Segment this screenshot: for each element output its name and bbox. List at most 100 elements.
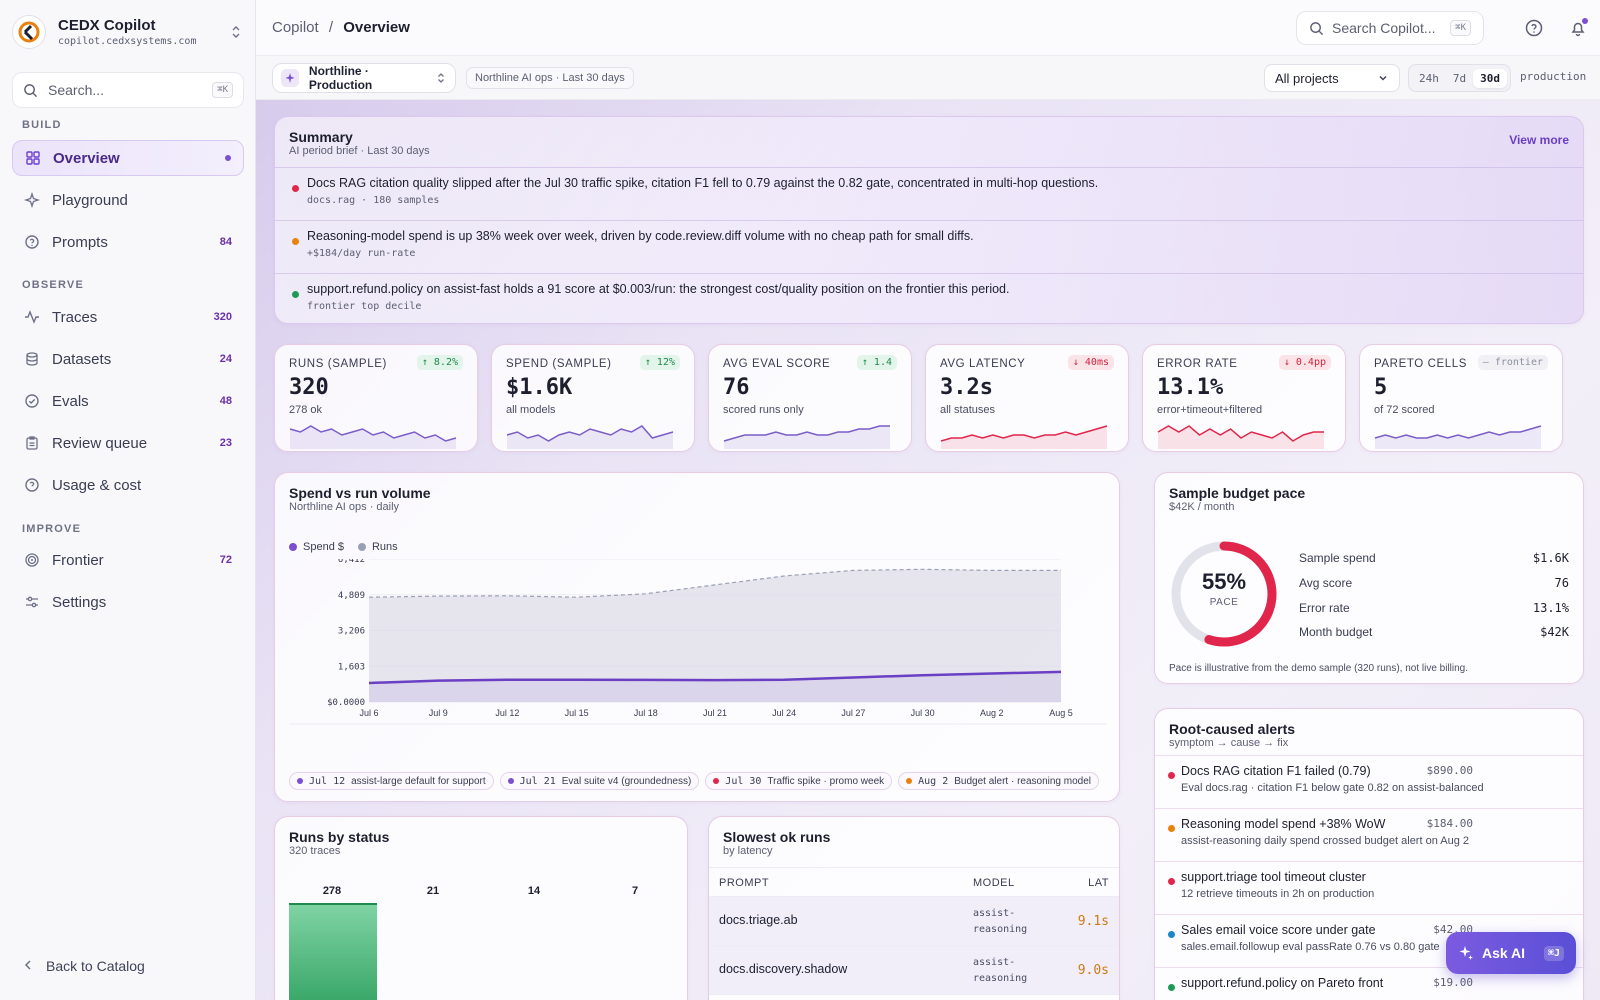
budget-row: Sample spend $1.6K — [1299, 551, 1569, 565]
chart-event-chip[interactable]: Jul 21 Eval suite v4 (groundedness) — [499, 772, 700, 790]
workspace-switcher[interactable]: CEDX Copilot copilot.cedxsystems.com — [12, 12, 244, 52]
ask-ai-button[interactable]: Ask AI ⌘J — [1446, 932, 1576, 974]
range-7d[interactable]: 7d — [1452, 71, 1467, 85]
chevron-left-icon — [22, 958, 34, 974]
view-more-link[interactable]: View more — [1509, 133, 1569, 147]
table-row[interactable]: docs.triage.ab assist-reasoning 9.1s — [709, 897, 1119, 946]
summary-item[interactable]: Reasoning-model spend is up 38% week ove… — [275, 220, 1583, 273]
sidebar-search-input[interactable]: Search... ⌘K — [12, 72, 244, 108]
alert-item[interactable]: Reasoning model spend +38% WoW assist-rea… — [1155, 808, 1583, 861]
status-count: 14 — [527, 885, 541, 897]
metric-value: 3.2s — [940, 375, 993, 400]
severity-dot — [1168, 772, 1175, 779]
severity-dot — [292, 291, 299, 298]
metric-card[interactable]: ERROR RATE ↓ 0.4pp 13.1% error+timeout+filt… — [1142, 344, 1346, 452]
metric-card[interactable]: AVG EVAL SCORE ↑ 1.4 76 scored runs only — [708, 344, 912, 452]
status-count: 278 — [322, 885, 342, 897]
chart-event-chip[interactable]: Jul 12 assist-large default for support — [289, 772, 494, 790]
table-header: PROMPT MODEL LAT — [709, 867, 1119, 897]
sidebar-item-evals[interactable]: Evals 48 — [12, 383, 244, 419]
metric-delta: ↑ 8.2% — [416, 355, 463, 370]
sidebar-item-settings[interactable]: Settings — [12, 584, 244, 620]
x-tick-label: Jul 24 — [772, 708, 796, 718]
metric-label: PARETO CELLS — [1374, 358, 1468, 370]
sidebar-item-label: Review queue — [52, 434, 148, 452]
metric-sparkline — [506, 425, 674, 449]
sidebar-item-playground[interactable]: Playground — [12, 182, 244, 218]
col-prompt[interactable]: PROMPT — [719, 877, 770, 889]
range-24h[interactable]: 24h — [1419, 71, 1439, 85]
alerts-title: Root-caused alerts — [1169, 721, 1296, 737]
back-label: Back to Catalog — [46, 958, 145, 974]
metric-card[interactable]: RUNS (SAMPLE) ↑ 8.2% 320 278 ok — [274, 344, 478, 452]
sparkline-area — [290, 426, 456, 449]
chart-event-chip[interactable]: Jul 30 Traffic spike · promo week — [705, 772, 893, 790]
spend-runs-chart[interactable]: $0.0000 1,603 3,206 4,809 6,412 Jul 6 Jul 9 Jul… — [275, 559, 1121, 789]
slowest-subtitle: by latency — [723, 845, 773, 857]
summary-item-text: support.refund.policy on assist-fast hol… — [307, 282, 1010, 296]
metric-label: SPEND (SAMPLE) — [506, 358, 612, 370]
global-search-input[interactable]: Search Copilot... ⌘K — [1296, 11, 1484, 45]
sidebar-search-placeholder: Search... — [48, 82, 105, 98]
project-filter-select[interactable]: All projects — [1264, 64, 1400, 92]
sidebar-item-traces[interactable]: Traces 320 — [12, 299, 244, 335]
active-indicator — [225, 155, 231, 161]
sidebar-item-count: 72 — [219, 554, 232, 566]
legend-item-spend[interactable]: Spend $ — [289, 541, 344, 553]
summary-subtitle: AI period brief · Last 30 days — [289, 145, 430, 157]
chart-title: Spend vs run volume — [289, 485, 431, 501]
alert-item[interactable]: Sales email voice score under gate sales.… — [1155, 914, 1583, 967]
back-to-catalog-link[interactable]: Back to Catalog — [22, 958, 145, 974]
notification-badge — [1582, 18, 1588, 24]
sidebar-item-datasets[interactable]: Datasets 24 — [12, 341, 244, 377]
breadcrumb-current: Overview — [343, 19, 410, 36]
sparkle-icon — [24, 192, 40, 208]
range-30d[interactable]: 30d — [1473, 68, 1507, 88]
summary-item[interactable]: support.refund.policy on assist-fast hol… — [275, 273, 1583, 326]
sparkline-line — [940, 425, 1108, 442]
alert-item[interactable]: Docs RAG citation F1 failed (0.79) Eval d… — [1155, 755, 1583, 808]
sidebar-item-prompts[interactable]: Prompts 84 — [12, 224, 244, 260]
help-icon[interactable] — [1524, 18, 1544, 38]
budget-note: Pace is illustrative from the demo sampl… — [1169, 663, 1469, 674]
metric-card[interactable]: SPEND (SAMPLE) ↑ 12% $1.6K all models — [491, 344, 695, 452]
severity-dot — [1168, 878, 1175, 885]
summary-item-text: Docs RAG citation quality slipped after … — [307, 176, 1099, 190]
budget-row: Avg score 76 — [1299, 576, 1569, 590]
chart-subtitle: Northline AI ops · daily — [289, 501, 400, 513]
metric-subtext: all models — [506, 404, 556, 416]
metric-value: $1.6K — [506, 375, 573, 400]
status-count: 21 — [426, 885, 440, 897]
breadcrumb-root[interactable]: Copilot — [272, 19, 319, 36]
sidebar-item-label: Evals — [52, 392, 89, 410]
metric-card[interactable]: AVG LATENCY ↓ 40ms 3.2s all statuses — [925, 344, 1129, 452]
project-name: Northline · Production — [308, 64, 373, 92]
target-icon — [24, 552, 40, 568]
sidebar-item-label: Datasets — [52, 350, 112, 368]
alert-item[interactable]: support.triage tool timeout cluster 12 re… — [1155, 861, 1583, 914]
legend-item-runs[interactable]: Runs — [357, 541, 398, 553]
x-tick-label: Aug 2 — [980, 708, 1004, 718]
notifications-button[interactable] — [1568, 18, 1588, 38]
sidebar-item-frontier[interactable]: Frontier 72 — [12, 542, 244, 578]
sparkline-line — [1374, 425, 1542, 439]
col-latency[interactable]: LAT — [1088, 877, 1109, 889]
toolbar: Northline · Production Northline AI ops … — [256, 56, 1600, 100]
sidebar-item-usage-cost[interactable]: Usage & cost — [12, 467, 244, 503]
topbar: Copilot / Overview Search Copilot... ⌘K — [256, 0, 1600, 56]
metric-subtext: 278 ok — [289, 404, 323, 416]
metric-delta: ↑ 1.4 — [856, 355, 897, 370]
status-bar-ok[interactable] — [289, 903, 377, 1000]
sidebar-item-overview[interactable]: Overview — [12, 140, 244, 176]
alert-item[interactable]: support.refund.policy on Pareto front $19… — [1155, 967, 1583, 1000]
sidebar-item-review-queue[interactable]: Review queue 23 — [12, 425, 244, 461]
summary-item[interactable]: Docs RAG citation quality slipped after … — [275, 167, 1583, 220]
severity-dot — [1168, 984, 1175, 991]
sparkline-area — [941, 426, 1107, 449]
sidebar-item-label: Frontier — [52, 551, 104, 569]
col-model[interactable]: MODEL — [973, 877, 1015, 889]
metric-card[interactable]: PARETO CELLS — frontier 5 of 72 scored — [1359, 344, 1563, 452]
chart-event-chip[interactable]: Aug 2 Budget alert · reasoning model — [898, 772, 1099, 790]
project-switcher[interactable]: Northline · Production — [272, 63, 456, 93]
table-row[interactable]: docs.discovery.shadow assist-reasoning 9.0… — [709, 946, 1119, 995]
